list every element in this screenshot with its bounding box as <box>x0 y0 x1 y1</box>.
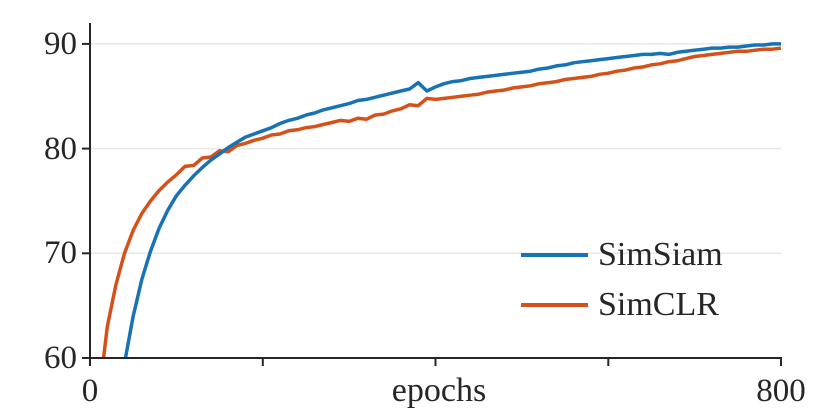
legend-item-simclr: SimCLR <box>521 280 723 330</box>
simsiam-legend-label: SimSiam <box>598 236 723 273</box>
y-tick-label-90: 90 <box>44 26 77 63</box>
simsiam-line-swatch <box>521 253 588 257</box>
series-line-simsiam <box>123 42 781 358</box>
simclr-line-swatch <box>521 303 588 307</box>
x-tick-label-800: 800 <box>756 373 806 409</box>
legend-item-simsiam: SimSiam <box>521 230 723 280</box>
legend: SimSiam SimCLR <box>521 230 723 330</box>
series-line-simclr <box>101 46 781 358</box>
y-tick-label-70: 70 <box>44 235 77 272</box>
x-tick-label-0: 0 <box>81 373 99 409</box>
simclr-legend-label: SimCLR <box>598 286 719 323</box>
x-axis-label: epochs <box>391 372 487 409</box>
y-tick-label-80: 80 <box>44 130 77 167</box>
y-tick-label-60: 60 <box>44 340 77 377</box>
